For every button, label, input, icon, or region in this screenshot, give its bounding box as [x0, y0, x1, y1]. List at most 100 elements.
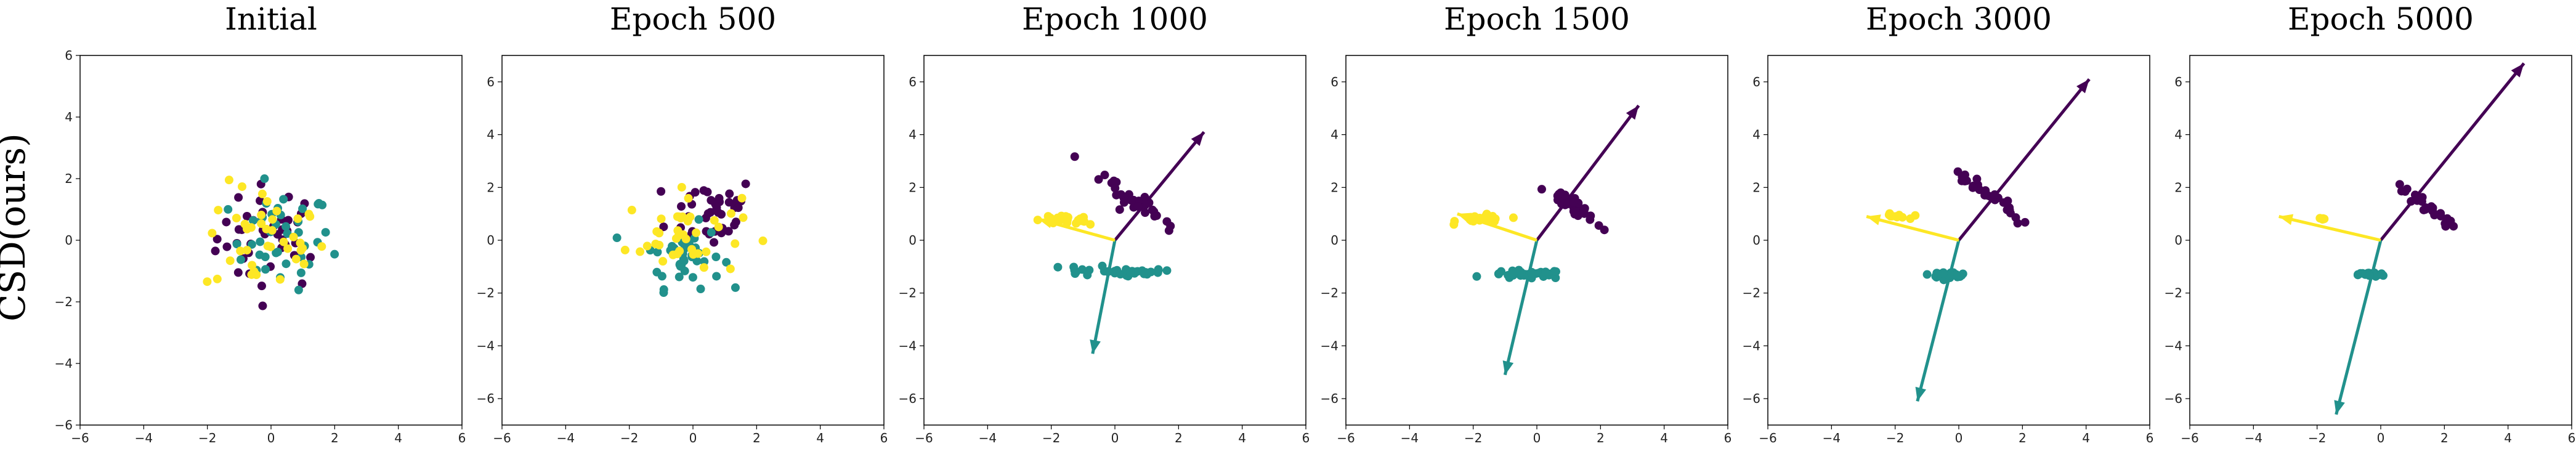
data-point-class-1 [1527, 269, 1536, 278]
x-tick-label: −4 [979, 431, 997, 445]
data-point-class-2 [283, 244, 293, 253]
data-point-class-0 [725, 189, 734, 198]
data-point-class-0 [741, 179, 750, 188]
data-point-class-2 [257, 210, 266, 219]
data-point-class-2 [658, 257, 668, 266]
data-point-class-2 [726, 264, 735, 274]
data-point-class-2 [737, 193, 747, 203]
data-point-class-1 [674, 272, 684, 282]
data-point-class-2 [673, 212, 682, 221]
data-point-class-0 [1111, 184, 1120, 193]
data-point-class-0 [258, 301, 267, 310]
data-point-class-0 [2020, 217, 2030, 227]
data-point-class-2 [673, 249, 682, 259]
data-point-class-0 [2402, 184, 2412, 193]
prototype-arrowhead-class-2 [1866, 214, 1881, 225]
data-point-class-2 [213, 274, 222, 283]
data-point-class-0 [2411, 193, 2420, 202]
data-point-class-1 [612, 233, 622, 243]
data-point-class-0 [2427, 202, 2436, 211]
prototype-arrow-class-0 [1536, 104, 1640, 241]
data-layer [612, 179, 768, 298]
x-tick-label: 0 [689, 431, 697, 445]
data-point-class-1 [1472, 272, 1481, 281]
data-point-class-1 [279, 195, 288, 204]
data-point-class-0 [1162, 217, 1172, 226]
data-point-class-1 [1494, 269, 1503, 278]
data-point-class-0 [1957, 176, 1966, 185]
data-layer [1449, 104, 1640, 376]
data-point-class-0 [242, 211, 251, 221]
data-point-class-2 [758, 236, 768, 245]
data-point-class-0 [1094, 175, 1103, 184]
y-tick-label: 2 [1331, 180, 1339, 195]
data-point-class-1 [1154, 266, 1163, 275]
data-point-class-2 [1063, 218, 1072, 227]
data-point-class-2 [627, 206, 636, 215]
data-point-class-0 [1140, 193, 1149, 202]
x-tick-label: −6 [71, 431, 89, 445]
x-tick-label: −2 [2308, 431, 2326, 445]
data-point-class-2 [731, 239, 740, 248]
y-tick-label: 4 [487, 128, 495, 142]
data-point-class-1 [731, 283, 740, 292]
data-point-class-0 [1127, 196, 1136, 205]
data-point-class-1 [261, 265, 270, 274]
data-point-class-0 [222, 242, 232, 251]
data-point-class-1 [1103, 267, 1112, 276]
panel-title: Epoch 5000 [2288, 1, 2474, 37]
data-point-class-0 [724, 198, 734, 207]
prototype-arrow-class-0 [1958, 78, 2091, 241]
x-tick-label: −2 [1886, 431, 1904, 445]
data-point-class-1 [1951, 270, 1961, 279]
prototype-arrowhead-class-0 [1626, 105, 1639, 120]
data-point-class-0 [2446, 216, 2455, 225]
x-tick-label: 4 [2504, 431, 2512, 445]
y-tick-label: 4 [1331, 128, 1339, 142]
data-point-class-2 [1491, 214, 1500, 224]
data-point-class-1 [1070, 266, 1079, 275]
data-point-class-0 [659, 222, 668, 232]
data-point-class-2 [289, 232, 298, 241]
data-point-class-0 [715, 193, 724, 203]
data-point-class-1 [659, 288, 668, 298]
x-tick-label: −6 [915, 431, 933, 445]
data-point-class-0 [1981, 186, 1990, 195]
data-point-class-2 [214, 206, 223, 215]
data-point-class-1 [236, 255, 245, 264]
data-point-class-2 [642, 241, 652, 251]
x-tick-label: 0 [267, 431, 275, 445]
data-point-class-0 [234, 225, 243, 234]
data-point-class-2 [1449, 220, 1459, 229]
x-tick-label: −2 [620, 431, 638, 445]
data-point-class-0 [703, 209, 713, 218]
data-point-class-0 [1594, 221, 1603, 230]
x-tick-label: −4 [2245, 431, 2262, 445]
data-point-class-2 [236, 246, 245, 256]
data-point-class-2 [317, 242, 326, 251]
prototype-arrow-class-1 [2335, 240, 2383, 415]
data-point-class-0 [657, 187, 666, 196]
data-point-class-0 [234, 193, 243, 202]
y-tick-label: −6 [899, 391, 917, 406]
data-point-class-1 [1551, 267, 1560, 276]
data-point-class-2 [739, 213, 748, 222]
prototype-arrow-class-2 [1866, 215, 1959, 242]
data-point-class-0 [1968, 183, 1977, 192]
data-point-class-2 [620, 245, 630, 254]
y-tick-label: −2 [2165, 286, 2182, 301]
x-tick-label: 2 [1175, 431, 1183, 445]
y-tick-label: 4 [65, 110, 73, 124]
data-point-class-2 [699, 263, 708, 272]
y-tick-label: −6 [1321, 391, 1339, 406]
y-tick-label: 4 [1752, 128, 1760, 142]
x-tick-label: −6 [493, 431, 511, 445]
data-point-class-1 [1083, 270, 1092, 280]
data-point-class-2 [268, 215, 277, 224]
x-tick-label: −2 [1464, 431, 1482, 445]
data-point-class-2 [714, 222, 723, 232]
data-point-class-1 [281, 259, 291, 269]
data-point-class-1 [1922, 270, 1932, 279]
data-point-class-0 [1070, 152, 1079, 161]
y-tick-label: −4 [1743, 338, 1760, 353]
